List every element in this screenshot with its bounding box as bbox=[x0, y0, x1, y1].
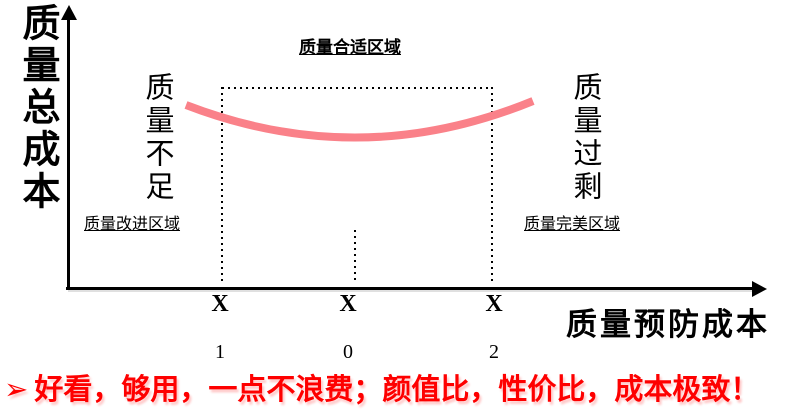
y-axis-arrow-icon bbox=[61, 5, 77, 20]
x-axis-title: 质量预防成本 bbox=[566, 307, 770, 342]
dotted-box-top-line bbox=[222, 87, 493, 89]
tick-x2-symbol: X bbox=[485, 291, 503, 317]
tick-x2-subscript: 2 bbox=[489, 341, 499, 363]
tick-x0-symbol: X bbox=[339, 291, 357, 317]
y-axis-title: 质量总成本 bbox=[16, 3, 58, 213]
dotted-line-x1 bbox=[221, 87, 223, 283]
x-axis-arrow-icon bbox=[752, 281, 767, 297]
tick-x0-subscript: 0 bbox=[343, 341, 353, 363]
region-label-insufficient: 质量不足 bbox=[141, 72, 173, 204]
caption-text: 好看，够用，一点不浪费；颜值比，性价比，成本极致！ bbox=[34, 374, 760, 406]
region-label-perfect: 质量完美区域 bbox=[524, 216, 621, 233]
y-axis-line bbox=[67, 13, 70, 290]
x-axis-line bbox=[66, 287, 754, 290]
arrow-bullet-icon: ➢ bbox=[4, 374, 29, 406]
dotted-line-x0 bbox=[354, 230, 356, 283]
tick-x0: X 0 bbox=[326, 292, 370, 362]
region-label-improve: 质量改进区域 bbox=[84, 216, 181, 233]
region-label-excess: 质量过剩 bbox=[569, 72, 601, 204]
dotted-line-x2 bbox=[491, 87, 493, 283]
caption-line: ➢ 好看，够用，一点不浪费；颜值比，性价比，成本极致！ bbox=[4, 366, 790, 408]
tick-x1: X 1 bbox=[198, 292, 242, 362]
cost-curve-path bbox=[184, 97, 535, 142]
tick-x1-symbol: X bbox=[211, 291, 229, 317]
tick-x1-subscript: 1 bbox=[215, 341, 225, 363]
region-label-fit: 质量合适区域 bbox=[299, 38, 401, 57]
tick-x2: X 2 bbox=[472, 292, 516, 362]
